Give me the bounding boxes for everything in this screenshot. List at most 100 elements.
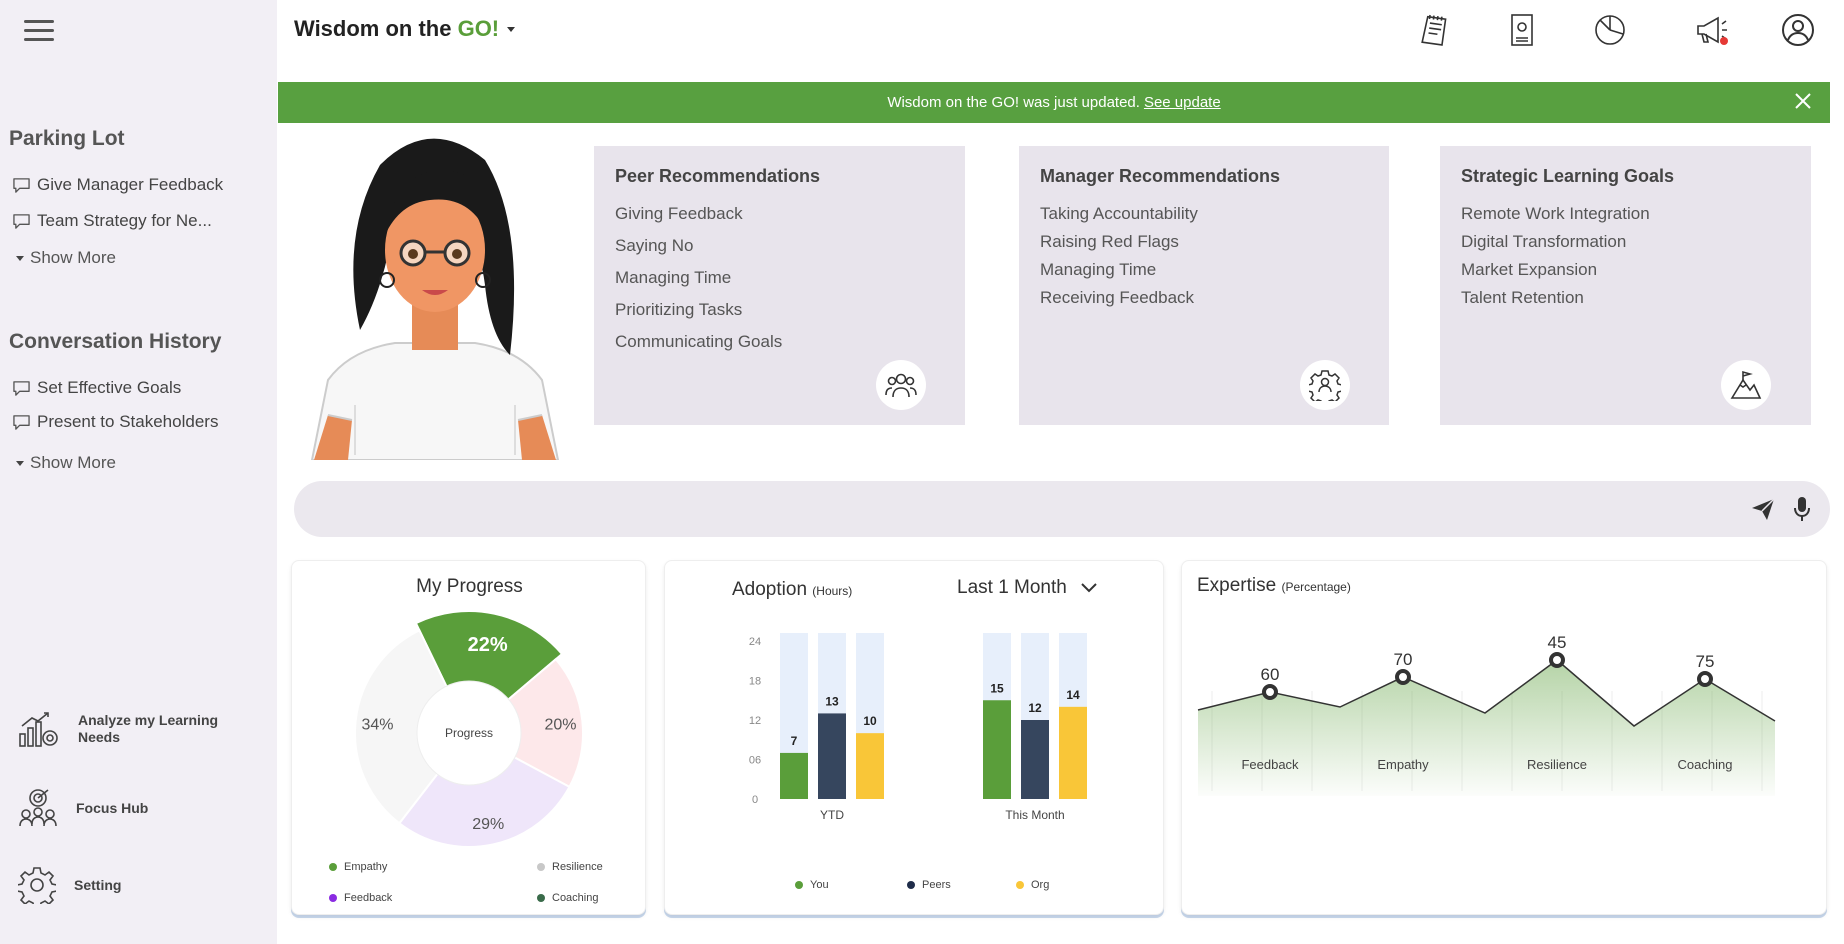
recommendation-item[interactable]: Communicating Goals — [615, 332, 783, 351]
bar-value-label: 12 — [1028, 701, 1042, 715]
legend-item-resilience: Resilience — [537, 861, 603, 873]
x-tick-label: Feedback — [1241, 757, 1299, 772]
document-icon[interactable] — [1504, 12, 1540, 48]
pie-slice-label: 20% — [544, 716, 576, 733]
goal-item[interactable]: Talent Retention — [1461, 288, 1584, 307]
y-tick-label: 0 — [752, 794, 758, 806]
recommendation-item[interactable]: Taking Accountability — [1040, 204, 1198, 223]
legend-swatch — [1016, 881, 1024, 889]
legend-label: Empathy — [344, 861, 388, 873]
adoption-panel: Adoption (Hours) Last 1 Month 0 06 12 18 24 7… — [664, 560, 1164, 915]
recommendation-item[interactable]: Raising Red Flags — [1040, 232, 1179, 251]
bar — [856, 733, 884, 799]
microphone-icon[interactable] — [1792, 495, 1812, 523]
progress-pie-chart: 22% 20% 29% 34% Progress — [354, 610, 584, 848]
pie-chart-icon[interactable] — [1592, 12, 1628, 48]
recommendation-item[interactable]: Receiving Feedback — [1040, 288, 1195, 307]
legend-item-you: You — [795, 879, 829, 891]
setting-label: Setting — [74, 876, 122, 893]
bar-value-label: 13 — [825, 694, 839, 708]
close-icon[interactable] — [1794, 92, 1812, 110]
legend-label: You — [810, 879, 829, 891]
parking-lot-item[interactable]: Give Manager Feedback — [12, 175, 223, 195]
recommendation-item[interactable]: Giving Feedback — [615, 204, 743, 223]
legend-swatch — [795, 881, 803, 889]
banner-message: Wisdom on the GO! was just updated. — [887, 94, 1140, 111]
history-item-label: Present to Stakeholders — [37, 412, 219, 431]
chat-bubble-icon — [13, 177, 30, 193]
history-item[interactable]: Present to Stakeholders — [12, 412, 218, 432]
goal-item[interactable]: Digital Transformation — [1461, 232, 1627, 251]
manager-gear-icon — [1309, 370, 1341, 401]
my-progress-panel: My Progress 22% 20% 29% 34% Progress Empathy… — [291, 560, 646, 915]
parking-lot-show-more[interactable]: Show More — [16, 248, 116, 268]
bar-value-label: 7 — [791, 734, 798, 748]
goal-item[interactable]: Market Expansion — [1461, 260, 1598, 279]
recommendation-item[interactable]: Saying No — [615, 236, 694, 255]
analyze-icon — [19, 712, 58, 747]
update-banner: Wisdom on the GO! was just updated. See … — [278, 82, 1830, 123]
parking-lot-item[interactable]: Team Strategy for Ne... — [12, 211, 212, 231]
brand-go: GO! — [457, 16, 500, 41]
pie-slice-label: 22% — [468, 634, 508, 656]
focus-hub-button[interactable]: Focus Hub — [18, 788, 236, 828]
legend-item-feedback: Feedback — [329, 892, 392, 904]
chat-bubble-icon — [13, 380, 30, 396]
recommendation-item[interactable]: Managing Time — [1040, 260, 1157, 279]
manager-recommendations-card: Manager Recommendations Taking Accountab… — [1019, 146, 1389, 425]
peers-icon-badge — [876, 360, 926, 410]
pie-slice — [467, 657, 584, 789]
brand-switcher[interactable]: Wisdom on the GO! — [294, 16, 516, 42]
legend-label: Resilience — [552, 861, 603, 873]
analyze-learning-needs-label: Analyze my Learning Needs — [78, 712, 219, 745]
bar — [780, 752, 808, 799]
history-show-more[interactable]: Show More — [16, 453, 116, 473]
pie-slice — [354, 629, 471, 825]
expertise-title-text: Expertise — [1197, 575, 1277, 596]
history-item[interactable]: Set Effective Goals — [12, 378, 181, 398]
focus-hub-label: Focus Hub — [76, 799, 149, 816]
adoption-unit: (Hours) — [812, 584, 853, 598]
analyze-learning-needs-button[interactable]: Analyze my Learning Needs — [18, 710, 238, 748]
period-value: Last 1 Month — [957, 577, 1067, 598]
manager-gear-icon-badge — [1300, 360, 1350, 410]
chat-bubble-icon — [13, 414, 30, 430]
recommendation-item[interactable]: Managing Time — [615, 268, 732, 287]
goal-item[interactable]: Remote Work Integration — [1461, 204, 1650, 223]
history-item-label: Set Effective Goals — [37, 378, 182, 397]
card-title: Strategic Learning Goals — [1461, 166, 1675, 186]
period-dropdown[interactable]: Last 1 Month — [957, 577, 1097, 599]
hamburger-menu-icon[interactable] — [24, 20, 54, 42]
my-progress-title: My Progress — [416, 576, 523, 597]
legend-label: Feedback — [344, 892, 393, 904]
parking-lot-item-label: Team Strategy for Ne... — [37, 211, 212, 230]
notepad-icon[interactable] — [1418, 12, 1454, 48]
user-profile-icon[interactable] — [1780, 12, 1816, 48]
send-icon[interactable] — [1750, 496, 1776, 522]
data-point — [1262, 684, 1278, 700]
prompt-input[interactable] — [318, 491, 1698, 527]
show-more-label: Show More — [30, 453, 116, 472]
show-more-label: Show More — [30, 248, 116, 267]
setting-button[interactable]: Setting — [18, 866, 234, 904]
focus-hub-icon — [19, 789, 57, 827]
mountain-flag-icon — [1730, 370, 1762, 399]
data-point-label: 45 — [1548, 633, 1567, 652]
legend-swatch — [537, 894, 545, 902]
card-title: Manager Recommendations — [1040, 166, 1281, 186]
data-point-label: 75 — [1696, 652, 1715, 671]
see-update-link[interactable]: See update — [1143, 94, 1221, 111]
expertise-panel: Expertise (Percentage) 60 Feedback 70 Empat… — [1181, 560, 1827, 915]
legend-label: Peers — [922, 879, 951, 891]
brand-prefix: Wisdom on the — [294, 16, 458, 41]
area-fill — [1198, 660, 1775, 796]
expertise-area-chart: 60 Feedback 70 Empathy 45 Resilience 75 Coachin… — [1197, 633, 1776, 796]
legend-item-peers: Peers — [907, 879, 951, 891]
megaphone-icon[interactable] — [1694, 12, 1730, 48]
legend-swatch — [329, 863, 337, 871]
adoption-title-text: Adoption — [732, 579, 808, 600]
legend-swatch — [329, 894, 337, 902]
bar — [818, 713, 846, 799]
conversation-history-title: Conversation History — [9, 330, 222, 353]
recommendation-item[interactable]: Prioritizing Tasks — [615, 300, 743, 319]
